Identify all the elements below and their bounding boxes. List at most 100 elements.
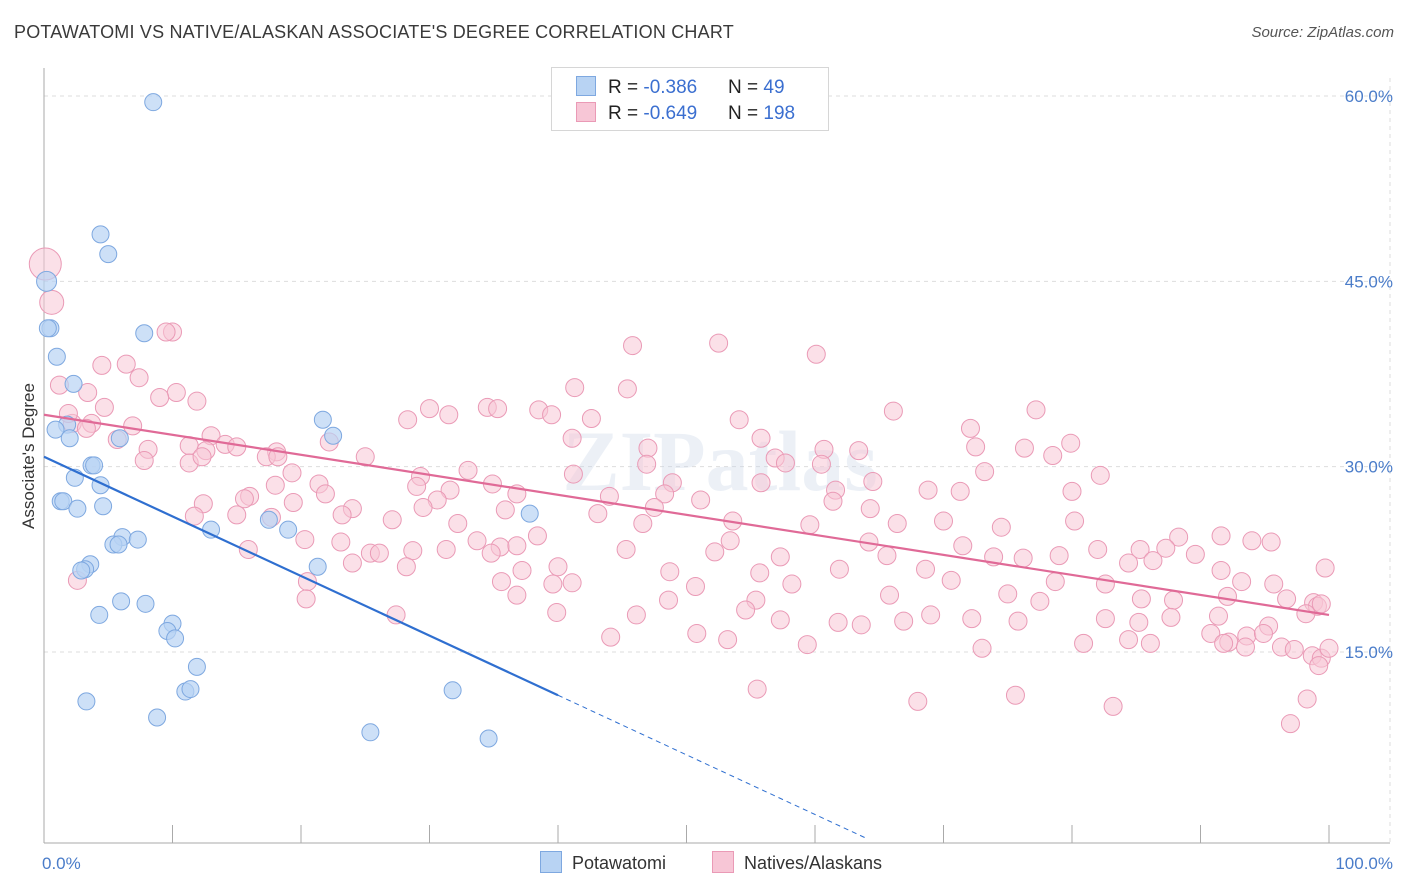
natives-point — [396, 557, 416, 577]
source-label: Source: ZipAtlas.com — [1251, 24, 1394, 41]
natives-point — [918, 480, 938, 500]
natives-point — [439, 405, 459, 425]
natives-point — [507, 585, 527, 605]
natives-point — [823, 491, 843, 511]
natives-point — [187, 391, 207, 411]
natives-point — [562, 573, 582, 593]
natives-point — [150, 387, 170, 407]
natives-point — [563, 464, 583, 484]
natives-point — [382, 510, 402, 530]
natives-point — [1242, 531, 1262, 551]
natives-point — [811, 454, 831, 474]
natives-point — [282, 463, 302, 483]
natives-point — [1297, 689, 1317, 709]
potawatomi-point — [112, 592, 131, 611]
natives-point — [562, 428, 582, 448]
potawatomi-point — [202, 520, 221, 539]
potawatomi-point — [308, 557, 327, 576]
natives-point — [420, 399, 439, 419]
natives-point — [184, 506, 204, 526]
natives-point — [1095, 609, 1115, 629]
natives-point — [542, 405, 562, 425]
natives-point — [1264, 574, 1284, 594]
natives-point — [782, 574, 802, 594]
natives-point — [599, 486, 619, 506]
natives-point — [1315, 558, 1335, 578]
natives-point — [966, 437, 986, 457]
natives-point — [1211, 560, 1231, 580]
natives-point — [192, 447, 212, 467]
natives-point — [1311, 594, 1331, 614]
potawatomi-point — [279, 520, 298, 539]
potawatomi-point — [72, 561, 91, 580]
natives-point — [581, 408, 601, 428]
y-tick-label: 45.0% — [1345, 272, 1393, 291]
potawatomi-point — [54, 492, 73, 511]
natives-point — [797, 635, 817, 655]
natives-points — [28, 247, 1339, 734]
natives-point — [806, 344, 826, 364]
y-tick-labels: 15.0% 30.0% 45.0% 60.0% — [1345, 87, 1393, 662]
natives-point — [1008, 611, 1028, 631]
natives-point — [770, 547, 790, 567]
natives-legend-swatch — [712, 851, 734, 873]
natives-point — [659, 590, 679, 610]
natives-point — [638, 438, 658, 458]
natives-point — [398, 410, 418, 430]
potawatomi-point — [148, 708, 167, 727]
natives-point — [972, 638, 992, 658]
potawatomi-n-value: 49 — [763, 77, 785, 98]
natives-point — [626, 605, 646, 625]
natives-point — [998, 584, 1018, 604]
natives-point — [860, 499, 880, 519]
y-axis-title: Associate's Degree — [19, 383, 38, 529]
natives-point — [1095, 574, 1115, 594]
natives-point — [877, 546, 897, 566]
natives-point — [588, 504, 608, 524]
natives-point — [134, 450, 154, 470]
natives-point — [1045, 572, 1065, 592]
natives-point — [829, 559, 849, 579]
natives-point — [481, 543, 501, 563]
natives-point — [1217, 586, 1237, 606]
natives-point — [507, 536, 527, 556]
natives-point — [1103, 696, 1123, 716]
potawatomi-point — [85, 456, 104, 475]
natives-point — [1319, 638, 1339, 658]
natives-point — [1140, 633, 1160, 653]
natives-point — [1088, 539, 1108, 559]
natives-point — [295, 530, 315, 550]
natives-point — [76, 418, 96, 438]
natives-point — [687, 623, 707, 643]
natives-point — [751, 428, 771, 448]
natives-point — [655, 484, 675, 504]
natives-point — [991, 517, 1011, 537]
natives-point — [962, 609, 982, 629]
natives-point — [234, 489, 254, 509]
natives-point — [369, 543, 389, 563]
natives-point — [770, 610, 790, 630]
natives-point — [1214, 633, 1234, 653]
y-tick-label: 15.0% — [1345, 643, 1393, 662]
natives-point — [129, 368, 149, 388]
natives-point — [78, 383, 98, 403]
natives-point — [1253, 623, 1273, 643]
natives-point — [616, 539, 636, 559]
natives-point — [1119, 630, 1139, 650]
potawatomi-points — [36, 93, 539, 748]
potawatomi-legend-swatch — [540, 851, 562, 873]
natives-point — [547, 602, 567, 622]
potawatomi-trend-extension — [557, 694, 867, 839]
x-tick-label: 100.0% — [1335, 854, 1393, 873]
potawatomi-point — [109, 535, 128, 554]
natives-point — [1026, 400, 1046, 420]
natives-point — [709, 333, 729, 353]
natives-point — [1043, 446, 1063, 466]
natives-point — [1119, 553, 1139, 573]
natives-point — [491, 572, 511, 592]
natives-point — [1232, 572, 1252, 592]
potawatomi-point — [99, 245, 118, 264]
natives-point — [849, 441, 869, 461]
natives-point — [1074, 633, 1094, 653]
natives-point — [543, 574, 563, 594]
